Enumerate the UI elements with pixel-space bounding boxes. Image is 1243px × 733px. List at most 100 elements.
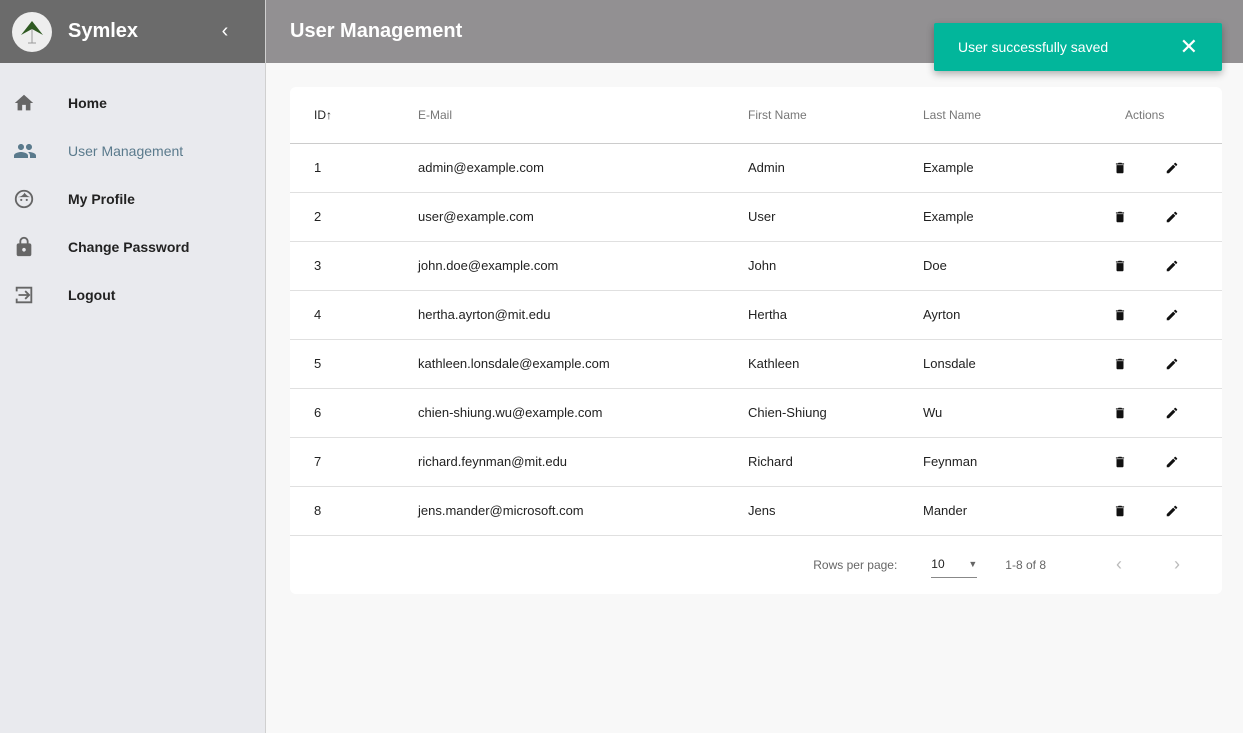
sidebar-nav: Home User Management My Profile Change P… (0, 63, 265, 319)
sidebar: Symlex ‹ Home User Management My Profile… (0, 0, 266, 733)
delete-trash-icon[interactable] (1113, 455, 1127, 469)
cell-actions (1093, 486, 1222, 536)
previous-page-chevron-left-icon[interactable]: ‹ (1116, 554, 1122, 574)
cell-last-name: Wu (923, 388, 1093, 438)
delete-trash-icon[interactable] (1113, 259, 1127, 273)
sidebar-item-change-password[interactable]: Change Password (0, 223, 265, 271)
sidebar-item-my-profile[interactable]: My Profile (0, 175, 265, 223)
cell-first-name: User (748, 192, 923, 242)
cell-email: admin@example.com (418, 143, 748, 193)
cell-email: richard.feynman@mit.edu (418, 437, 748, 487)
sidebar-item-label: My Profile (68, 191, 135, 207)
cell-first-name: Kathleen (748, 339, 923, 389)
cell-email: user@example.com (418, 192, 748, 242)
rows-per-page-value: 10 (931, 557, 945, 571)
cell-id: 1 (290, 143, 418, 193)
table-row: 3 john.doe@example.com John Doe (290, 241, 1222, 291)
cell-id: 5 (290, 339, 418, 389)
cell-email: kathleen.lonsdale@example.com (418, 339, 748, 389)
edit-pencil-icon[interactable] (1165, 210, 1179, 224)
cell-last-name: Doe (923, 241, 1093, 291)
column-header-actions: Actions (1093, 87, 1222, 144)
column-header-last-name[interactable]: Last Name (923, 87, 1093, 144)
brand-name: Symlex (68, 20, 139, 42)
cell-last-name: Mander (923, 486, 1093, 536)
cell-last-name: Ayrton (923, 290, 1093, 340)
cell-last-name: Feynman (923, 437, 1093, 487)
column-header-id[interactable]: ID↑ (290, 87, 418, 144)
toast-message: User successfully saved (958, 39, 1109, 55)
table-row: 1 admin@example.com Admin Example (290, 143, 1222, 193)
cell-last-name: Example (923, 192, 1093, 242)
table-row: 5 kathleen.lonsdale@example.com Kathleen Lo… (290, 339, 1222, 389)
delete-trash-icon[interactable] (1113, 406, 1127, 420)
table-row: 7 richard.feynman@mit.edu Richard Feynman (290, 437, 1222, 487)
edit-pencil-icon[interactable] (1165, 161, 1179, 175)
delete-trash-icon[interactable] (1113, 161, 1127, 175)
cell-first-name: Hertha (748, 290, 923, 340)
people-icon (0, 139, 68, 163)
lock-icon (0, 236, 68, 258)
edit-pencil-icon[interactable] (1165, 259, 1179, 273)
cell-id: 7 (290, 437, 418, 487)
cell-email: hertha.ayrton@mit.edu (418, 290, 748, 340)
next-page-chevron-right-icon[interactable]: › (1174, 554, 1180, 574)
cell-id: 8 (290, 486, 418, 536)
sidebar-item-label: Home (68, 95, 107, 111)
sidebar-item-logout[interactable]: Logout (0, 271, 265, 319)
cell-email: jens.mander@microsoft.com (418, 486, 748, 536)
cell-id: 3 (290, 241, 418, 291)
sidebar-header: Symlex ‹ (0, 0, 265, 63)
edit-pencil-icon[interactable] (1165, 455, 1179, 469)
cell-first-name: Admin (748, 143, 923, 193)
column-label: ID (314, 107, 326, 122)
cell-actions (1093, 437, 1222, 487)
delete-trash-icon[interactable] (1113, 210, 1127, 224)
edit-pencil-icon[interactable] (1165, 308, 1179, 322)
cell-id: 2 (290, 192, 418, 242)
dropdown-arrow-icon: ▼ (968, 559, 978, 569)
cell-id: 6 (290, 388, 418, 438)
cell-last-name: Example (923, 143, 1093, 193)
cell-actions (1093, 388, 1222, 438)
sidebar-item-label: User Management (68, 143, 184, 159)
table-row: 8 jens.mander@microsoft.com Jens Mander (290, 486, 1222, 536)
cell-actions (1093, 241, 1222, 291)
delete-trash-icon[interactable] (1113, 308, 1127, 322)
cell-email: john.doe@example.com (418, 241, 748, 291)
collapse-sidebar-chevron-left-icon[interactable]: ‹ (221, 20, 229, 42)
arrow-up-icon: ↑ (326, 107, 332, 122)
table-row: 4 hertha.ayrton@mit.edu Hertha Ayrton (290, 290, 1222, 340)
users-table: ID↑ E-Mail First Name Last Name Actions … (290, 87, 1222, 536)
page-range: 1-8 of 8 (1005, 557, 1046, 572)
edit-pencil-icon[interactable] (1165, 504, 1179, 518)
sidebar-item-user-management[interactable]: User Management (0, 127, 265, 175)
rows-per-page-label: Rows per page: (813, 557, 898, 572)
pagination: Rows per page: 10 ▼ 1-8 of 8 ‹ › (290, 536, 1222, 594)
cell-actions (1093, 339, 1222, 389)
cell-first-name: Richard (748, 437, 923, 487)
success-toast: User successfully saved ✕ (934, 23, 1222, 71)
edit-pencil-icon[interactable] (1165, 406, 1179, 420)
exit-icon (0, 284, 68, 306)
close-icon[interactable]: ✕ (1179, 34, 1198, 59)
cell-first-name: Jens (748, 486, 923, 536)
cell-first-name: Chien-Shiung (748, 388, 923, 438)
cell-first-name: John (748, 241, 923, 291)
cell-id: 4 (290, 290, 418, 340)
sidebar-item-label: Logout (68, 287, 116, 303)
cell-actions (1093, 290, 1222, 340)
delete-trash-icon[interactable] (1113, 504, 1127, 518)
cell-email: chien-shiung.wu@example.com (418, 388, 748, 438)
cell-actions (1093, 192, 1222, 242)
logo (12, 11, 52, 52)
face-icon (0, 188, 68, 210)
column-header-first-name[interactable]: First Name (748, 87, 923, 144)
delete-trash-icon[interactable] (1113, 357, 1127, 371)
edit-pencil-icon[interactable] (1165, 357, 1179, 371)
table-row: 2 user@example.com User Example (290, 192, 1222, 242)
rows-per-page-select[interactable]: 10 ▼ (931, 552, 978, 578)
users-table-card: ID↑ E-Mail First Name Last Name Actions … (290, 87, 1222, 594)
column-header-email[interactable]: E-Mail (418, 87, 748, 144)
sidebar-item-home[interactable]: Home (0, 79, 265, 127)
